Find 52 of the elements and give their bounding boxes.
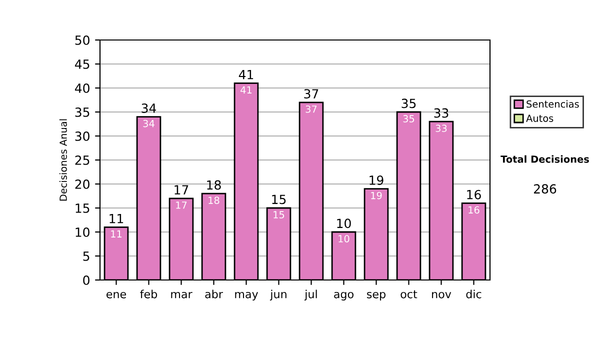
data-label: 18 (208, 196, 220, 204)
data-label: 34 (143, 120, 154, 128)
data-label: 11 (111, 230, 122, 238)
x-tick-label: dic (466, 290, 482, 298)
y-tick-label: 20 (75, 179, 90, 189)
total-label: 18 (207, 180, 221, 190)
y-tick-label: 40 (74, 83, 90, 93)
x-tick-label: may (235, 292, 258, 300)
total-label: 11 (110, 214, 124, 224)
x-tick-label: ene (106, 292, 126, 298)
total-label: 41 (238, 70, 254, 80)
y-tick-label: 0 (83, 275, 90, 285)
total-label: 15 (272, 194, 286, 204)
total-label: 16 (467, 190, 481, 200)
data-label: 41 (240, 86, 252, 94)
total-label: 19 (370, 175, 384, 185)
text: Total Decisiones (500, 155, 589, 163)
total-label: 17 (174, 185, 188, 194)
x-tick-label: nov (432, 292, 452, 298)
data-label: 16 (468, 206, 480, 214)
y-tick-label: 10 (76, 227, 90, 237)
total-label: 35 (402, 98, 416, 108)
x-tick-label: sep (367, 292, 386, 300)
data-label: 35 (403, 115, 414, 122)
x-tick-label: jul (304, 290, 317, 300)
y-tick-label: 45 (74, 60, 90, 69)
y-tick-label: 5 (83, 252, 90, 261)
y-tick-label: 15 (76, 204, 90, 213)
data-label: 10 (338, 235, 350, 242)
data-label: 37 (306, 105, 317, 113)
y-axis-title: Decisiones Anual (59, 119, 67, 201)
legend-label: Sentencias (526, 100, 579, 108)
x-tick-label: ago (334, 292, 354, 300)
x-tick-label: feb (140, 290, 158, 298)
total-label: 34 (142, 103, 156, 113)
text: 286 (534, 184, 556, 194)
y-tick-label: 25 (75, 155, 90, 165)
data-label: 15 (274, 211, 284, 218)
x-tick-label: mar (171, 292, 192, 298)
total-label: 10 (337, 218, 351, 228)
total-label: 33 (434, 108, 448, 118)
data-label: 17 (176, 202, 187, 209)
y-tick-label: 30 (75, 131, 90, 141)
y-tick-label: 50 (75, 35, 90, 45)
y-tick-label: 35 (75, 107, 90, 117)
data-label: 33 (436, 124, 447, 132)
x-tick-label: abr (205, 290, 223, 298)
legend-label: Autos (526, 114, 554, 122)
data-label: 19 (371, 192, 382, 200)
total-label: 37 (304, 89, 318, 99)
x-tick-label: jun (270, 290, 286, 300)
x-tick-label: oct (400, 290, 418, 298)
